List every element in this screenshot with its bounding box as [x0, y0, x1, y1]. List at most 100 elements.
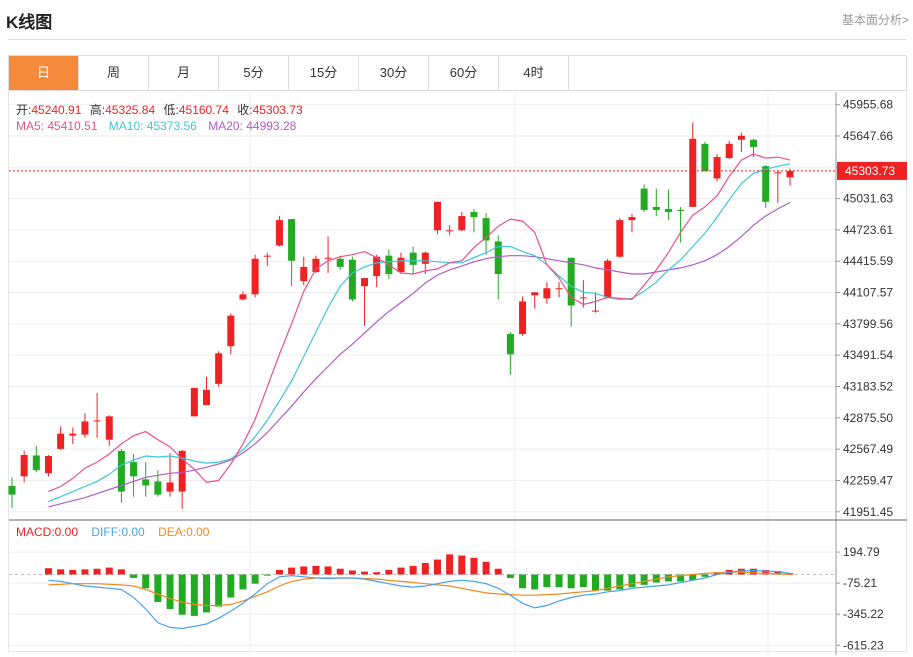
macd-tick-label: -75.21 [843, 576, 877, 590]
candle-body [628, 217, 636, 221]
macd-bar [446, 554, 454, 575]
candle-body [20, 454, 28, 477]
tab-15min[interactable]: 15分 [289, 56, 359, 90]
macd-bar [555, 574, 563, 588]
high-label: 高: [89, 103, 106, 117]
candle-body [105, 416, 113, 440]
macd-bar [336, 568, 344, 575]
price-tick-label: 45955.68 [843, 98, 893, 112]
price-tick-label: 44723.61 [843, 223, 893, 237]
candle-body [592, 310, 599, 312]
candle-body [166, 482, 174, 492]
macd-label: MACD: [16, 525, 55, 539]
diff-line [48, 569, 791, 630]
macd-bar [69, 569, 77, 575]
macd-bar [397, 567, 405, 575]
dea-label: DEA: [158, 525, 187, 539]
candle-body [81, 421, 89, 435]
macd-bar [227, 574, 235, 598]
price-tick-label: 43799.56 [843, 317, 893, 331]
fundamental-analysis-link[interactable]: 基本面分析> [841, 13, 909, 27]
macd-bar [664, 574, 672, 582]
candle-body [69, 433, 77, 436]
macd-bar [361, 571, 369, 575]
tab-60min[interactable]: 60分 [429, 56, 499, 90]
candle-body [470, 211, 478, 218]
tab-30min[interactable]: 30分 [359, 56, 429, 90]
macd-bar [604, 574, 612, 591]
ma10-value: 45373.56 [146, 119, 197, 133]
candle-body [130, 462, 138, 477]
ma20-line [48, 201, 791, 508]
macd-bar [178, 574, 186, 615]
macd-bar [774, 571, 782, 575]
macd-bar [689, 574, 697, 581]
candle-body [32, 455, 40, 471]
macd-bar [616, 574, 624, 590]
candle-body [482, 218, 490, 241]
macd-bar [567, 574, 575, 589]
candle-body [300, 266, 308, 282]
macd-bar [677, 574, 685, 582]
candle-body [421, 252, 429, 264]
close-label: 收: [237, 103, 253, 117]
macd-bar [203, 574, 210, 613]
macd-legend: MACD:0.00 DIFF:0.00 DEA:0.00 [16, 525, 209, 539]
candle-body [154, 481, 162, 495]
candle-body [142, 479, 150, 486]
candle-body [677, 209, 685, 211]
candle-body [190, 387, 198, 417]
candle-body [446, 230, 454, 232]
candle-body [324, 257, 332, 259]
candle-body [555, 288, 563, 290]
macd-bar [421, 563, 429, 575]
macd-bar [482, 561, 490, 575]
candle-body [458, 216, 466, 231]
ma5-value: 45410.51 [47, 119, 98, 133]
candle-body [433, 201, 441, 231]
macd-bar [348, 570, 356, 575]
macd-bar [117, 569, 125, 575]
low-label: 低: [163, 103, 179, 117]
price-tick-label: 44415.59 [843, 254, 893, 268]
page-title: K线图 [6, 13, 53, 32]
macd-bar [750, 568, 758, 575]
candle-body [519, 301, 527, 334]
macd-bar [506, 574, 514, 578]
tab-4hour[interactable]: 4时 [499, 56, 569, 90]
candle-body [725, 143, 733, 159]
price-tick-label: 41951.45 [843, 505, 893, 519]
price-tick-label: 45647.66 [843, 129, 893, 143]
macd-bar [263, 574, 271, 576]
ma5-label: MA5: [16, 119, 45, 133]
tab-5min[interactable]: 5分 [219, 56, 289, 90]
tab-month[interactable]: 月 [149, 56, 219, 90]
price-tick-label: 44107.57 [843, 286, 893, 300]
ohlc-legend: 开:45240.91 高:45325.84 低:45160.74 收:45303… [16, 101, 303, 118]
candle-body [762, 166, 770, 202]
macd-bar [579, 574, 587, 588]
candle-body [774, 172, 782, 174]
candle-body [44, 455, 52, 474]
macd-bar [81, 569, 89, 575]
candle-body [640, 188, 648, 210]
price-tick-label: 43183.52 [843, 379, 893, 393]
candle-body [227, 315, 235, 347]
ma10-label: MA10: [108, 119, 144, 133]
macd-bar [762, 569, 770, 575]
macd-bar [142, 574, 150, 589]
price-tick-label: 43491.54 [843, 348, 893, 362]
candle-body [664, 208, 672, 212]
candle-body [275, 220, 283, 246]
last-price-tag [837, 161, 907, 180]
tab-day[interactable]: 日 [9, 56, 79, 90]
macd-bar [57, 569, 65, 575]
macd-bar [433, 559, 441, 575]
candle-body [543, 288, 551, 299]
candle-body [409, 252, 417, 265]
candle-body [251, 258, 259, 295]
macd-bar [628, 574, 636, 588]
high-value: 45325.84 [105, 103, 156, 117]
tab-week[interactable]: 周 [79, 56, 149, 90]
